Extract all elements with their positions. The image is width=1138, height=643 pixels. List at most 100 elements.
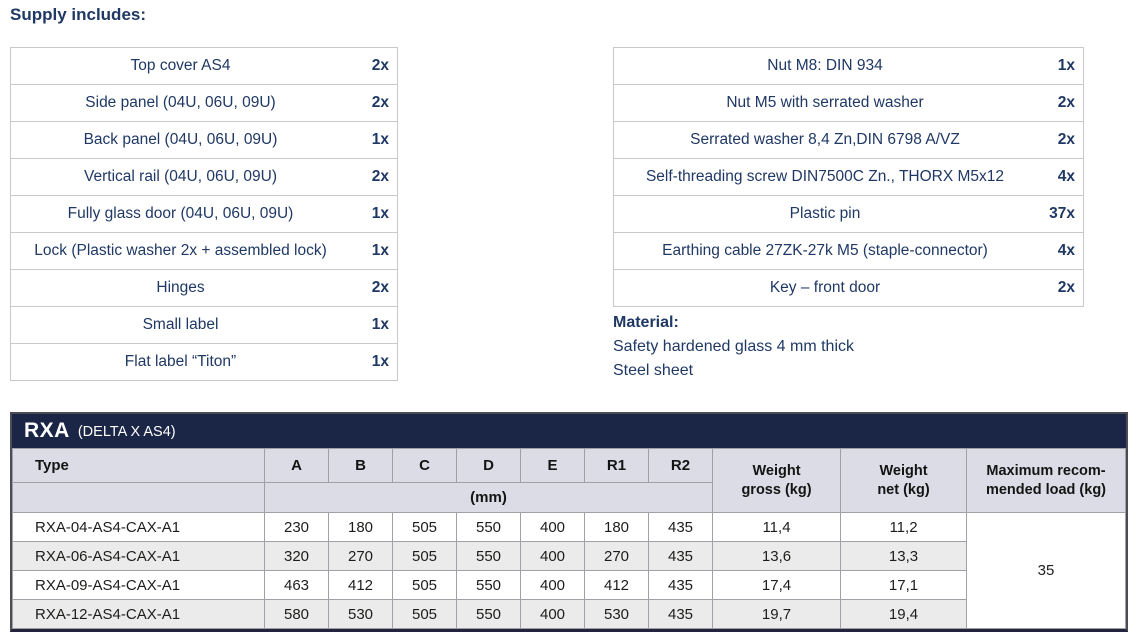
dim-c-cell: 505 (392, 541, 457, 571)
supply-row: Back panel (04U, 06U, 09U) 1x (10, 121, 398, 159)
product-header-row-1: Type A B C D E R1 R2 Weight gross (kg) W… (12, 448, 1126, 513)
material-line-2: Steel sheet (613, 362, 694, 379)
supply-item-qty: 4x (1036, 232, 1084, 270)
supply-item-qty: 1x (350, 232, 398, 270)
supply-row: Self-threading screw DIN7500C Zn., THORX… (613, 158, 1084, 196)
dim-r1-cell: 180 (584, 512, 649, 542)
supply-item-qty: 2x (350, 158, 398, 196)
supply-item-qty: 1x (350, 306, 398, 344)
product-type-cell: RXA-04-AS4-CAX-A1 (12, 512, 265, 542)
dim-b-cell: 270 (328, 541, 393, 571)
supply-item-label: Small label (10, 306, 350, 344)
col-header-e: E (520, 448, 585, 483)
dim-d-cell: 550 (456, 570, 521, 600)
dim-r2-cell: 435 (648, 599, 713, 629)
type-subheader-empty (12, 482, 265, 513)
page-title: Supply includes: (10, 5, 147, 24)
dim-r1-cell: 412 (584, 570, 649, 600)
supply-item-label: Vertical rail (04U, 06U, 09U) (10, 158, 350, 196)
col-header-weight-gross: Weight gross (kg) (712, 448, 841, 513)
supply-item-label: Plastic pin (613, 195, 1036, 233)
product-series-title: RXA (24, 419, 70, 442)
col-header-b: B (328, 448, 393, 483)
supply-row: Plastic pin 37x (613, 195, 1084, 233)
supply-row: Key – front door 2x (613, 269, 1084, 307)
supply-row: Flat label “Titon” 1x (10, 343, 398, 381)
col-header-a: A (264, 448, 329, 483)
dim-e-cell: 400 (520, 570, 585, 600)
dim-e-cell: 400 (520, 512, 585, 542)
weight-gross-cell: 11,4 (712, 512, 841, 542)
dim-a-cell: 580 (264, 599, 329, 629)
col-header-r1: R1 (584, 448, 649, 483)
product-table-row: RXA-12-AS4-CAX-A1 580 530 505 550 400 53… (12, 599, 1126, 629)
material-line-1: Safety hardened glass 4 mm thick (613, 338, 855, 355)
supply-item-qty: 2x (350, 84, 398, 122)
supply-item-label: Side panel (04U, 06U, 09U) (10, 84, 350, 122)
weight-gross-cell: 13,6 (712, 541, 841, 571)
supply-item-label: Hinges (10, 269, 350, 307)
dim-c-cell: 505 (392, 599, 457, 629)
supply-row: Earthing cable 27ZK-27k M5 (staple-conne… (613, 232, 1084, 270)
dim-r2-cell: 435 (648, 541, 713, 571)
supply-item-label: Lock (Plastic washer 2x + assembled lock… (10, 232, 350, 270)
supply-item-qty: 1x (1036, 47, 1084, 85)
supply-item-qty: 1x (350, 121, 398, 159)
supply-item-qty: 2x (1036, 121, 1084, 159)
supply-item-label: Earthing cable 27ZK-27k M5 (staple-conne… (613, 232, 1036, 270)
product-table-titlebar: RXA (DELTA X AS4) (12, 414, 1126, 448)
col-header-type: Type (12, 448, 265, 483)
supply-item-label: Self-threading screw DIN7500C Zn., THORX… (613, 158, 1036, 196)
supply-item-qty: 4x (1036, 158, 1084, 196)
product-type-cell: RXA-12-AS4-CAX-A1 (12, 599, 265, 629)
dim-d-cell: 550 (456, 512, 521, 542)
supply-row: Small label 1x (10, 306, 398, 344)
dim-d-cell: 550 (456, 541, 521, 571)
dim-e-cell: 400 (520, 541, 585, 571)
supply-item-label: Nut M5 with serrated washer (613, 84, 1036, 122)
supply-item-qty: 37x (1036, 195, 1084, 233)
dim-a-cell: 320 (264, 541, 329, 571)
dim-c-cell: 505 (392, 512, 457, 542)
supply-row: Nut M8: DIN 934 1x (613, 47, 1084, 85)
dim-d-cell: 550 (456, 599, 521, 629)
product-table-header: Type A B C D E R1 R2 Weight gross (kg) W… (12, 448, 1126, 513)
col-header-d: D (456, 448, 521, 483)
product-table-row: RXA-09-AS4-CAX-A1 463 412 505 550 400 41… (12, 570, 1126, 600)
dim-b-cell: 180 (328, 512, 393, 542)
col-header-r2: R2 (648, 448, 713, 483)
supply-item-label: Key – front door (613, 269, 1036, 307)
supply-row: Hinges 2x (10, 269, 398, 307)
dim-c-cell: 505 (392, 570, 457, 600)
dim-r2-cell: 435 (648, 570, 713, 600)
product-table-row: RXA-06-AS4-CAX-A1 320 270 505 550 400 27… (12, 541, 1126, 571)
supply-item-qty: 2x (1036, 269, 1084, 307)
weight-net-cell: 13,3 (840, 541, 967, 571)
weight-net-cell: 17,1 (840, 570, 967, 600)
dim-a-cell: 463 (264, 570, 329, 600)
weight-gross-cell: 19,7 (712, 599, 841, 629)
supply-row: Serrated washer 8,4 Zn,DIN 6798 A/VZ 2x (613, 121, 1084, 159)
supply-item-label: Back panel (04U, 06U, 09U) (10, 121, 350, 159)
supply-table-left: Top cover AS4 2x Side panel (04U, 06U, 0… (10, 47, 398, 381)
product-spec-table: Type A B C D E R1 R2 Weight gross (kg) W… (12, 448, 1126, 629)
product-type-cell: RXA-06-AS4-CAX-A1 (12, 541, 265, 571)
col-header-c: C (392, 448, 457, 483)
dim-b-cell: 412 (328, 570, 393, 600)
supply-row: Nut M5 with serrated washer 2x (613, 84, 1084, 122)
product-type-cell: RXA-09-AS4-CAX-A1 (12, 570, 265, 600)
supply-row: Side panel (04U, 06U, 09U) 2x (10, 84, 398, 122)
supply-item-label: Nut M8: DIN 934 (613, 47, 1036, 85)
dim-r1-cell: 270 (584, 541, 649, 571)
max-load-value: 35 (966, 512, 1126, 629)
supply-item-label: Serrated washer 8,4 Zn,DIN 6798 A/VZ (613, 121, 1036, 159)
col-header-max-load: Maximum recom- mended load (kg) (966, 448, 1126, 513)
dim-r2-cell: 435 (648, 512, 713, 542)
supply-row: Fully glass door (04U, 06U, 09U) 1x (10, 195, 398, 233)
supply-table-right-body: Nut M8: DIN 934 1x Nut M5 with serrated … (613, 47, 1084, 307)
supply-item-qty: 2x (1036, 84, 1084, 122)
supply-table-left-body: Top cover AS4 2x Side panel (04U, 06U, 0… (10, 47, 398, 381)
supply-table-right: Nut M8: DIN 934 1x Nut M5 with serrated … (613, 47, 1084, 307)
supply-item-qty: 2x (350, 269, 398, 307)
